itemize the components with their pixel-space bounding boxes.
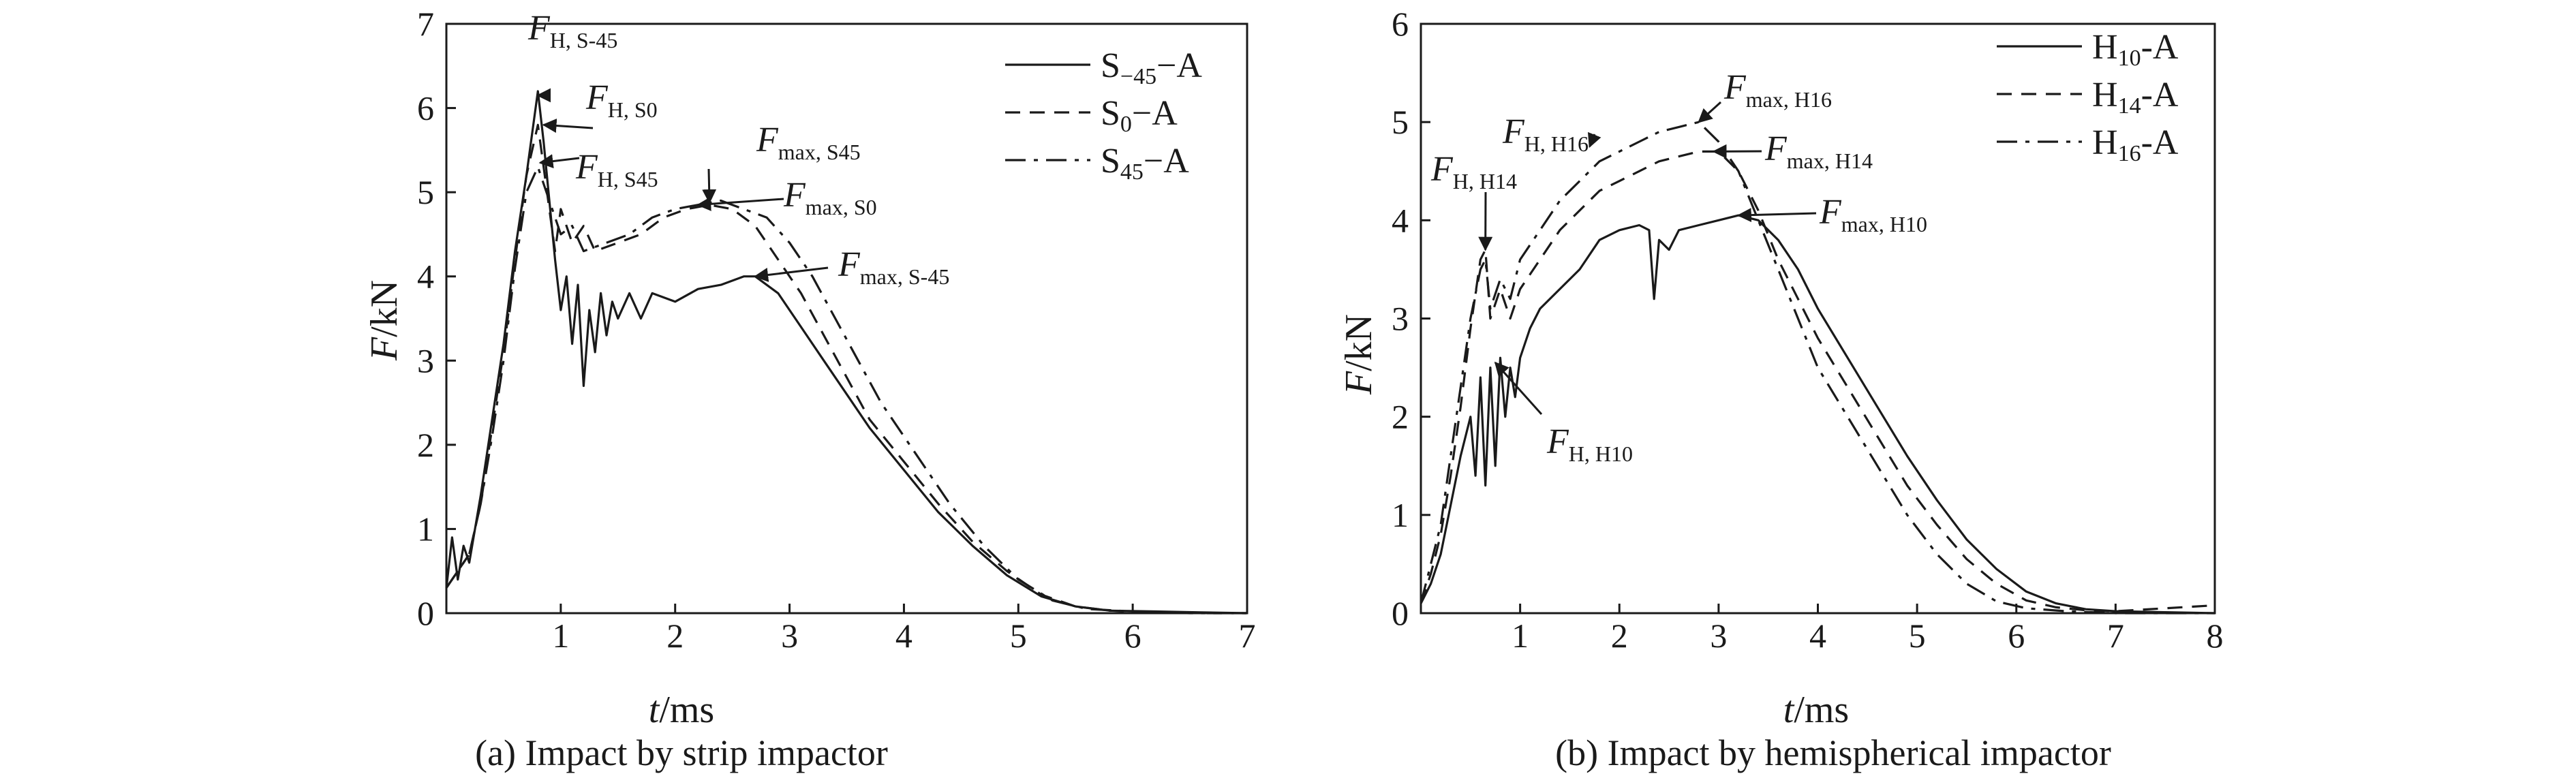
annotation-label-5: Fmax, H10	[1819, 193, 1927, 236]
annotation-label-4: Fmax, S45	[756, 121, 861, 164]
y-tick-label: 3	[417, 341, 434, 379]
legend-label-1: H10-A	[2092, 28, 2179, 71]
y-tick-label: 1	[417, 510, 434, 548]
x-tick-label: 2	[666, 617, 684, 655]
x-tick-label: 4	[1809, 617, 1826, 655]
annotation-label-5: Fmax, S0	[783, 176, 877, 219]
y-tick-label: 2	[1392, 398, 1409, 436]
y-tick-label: 0	[1392, 594, 1409, 632]
annotation-label-6: FH, H10	[1546, 422, 1633, 466]
x-tick-label: 6	[2008, 617, 2025, 655]
annotation-label-3: Fmax, H14	[1764, 129, 1873, 173]
y-tick-label: 2	[417, 426, 434, 464]
series-line-2	[445, 123, 1247, 615]
annotation-label-2: FH, S0	[585, 78, 658, 122]
x-tick-label: 5	[1909, 617, 1926, 655]
annotation-label-1: Fmax, H16	[1723, 68, 1832, 112]
legend-a: S−45−A S0−A S45−A	[1005, 46, 1202, 185]
y-tick-label: 7	[417, 5, 434, 43]
series-line-1	[1420, 214, 2215, 615]
legend-label-1: S−45−A	[1101, 46, 1202, 89]
annotation-arrow-6	[754, 266, 829, 282]
x-axis-label-b: t/ms	[1783, 689, 1849, 731]
annotation-arrow-6	[1494, 361, 1543, 416]
axes-frame	[445, 22, 1248, 615]
y-axis-label-b: F/kN	[1338, 314, 1380, 395]
annotation-arrow-5	[696, 196, 784, 211]
annotation-label-4: FH, H14	[1430, 150, 1517, 193]
annotation-label-6: Fmax, S-45	[838, 245, 949, 289]
y-tick-label: 3	[1392, 300, 1409, 338]
annotation-label-1: FH, S-45	[527, 9, 617, 52]
x-tick-label: 5	[1010, 617, 1027, 655]
x-tick-label: 1	[1512, 617, 1529, 655]
annotation-arrow-3	[538, 154, 580, 169]
x-tick-label: 4	[895, 617, 913, 655]
legend-label-2: S0−A	[1101, 94, 1178, 137]
legend-label-3: H16-A	[2092, 123, 2179, 166]
series-lines-b	[1420, 121, 2215, 615]
annotation-arrow-1	[1698, 101, 1722, 123]
x-tick-label: 7	[2107, 617, 2124, 655]
x-tick-label: 8	[2207, 617, 2224, 655]
y-tick-label: 6	[417, 89, 434, 127]
legend-label-2: H14-A	[2092, 76, 2179, 119]
axes-a	[445, 22, 1248, 615]
y-tick-label: 4	[417, 258, 434, 296]
y-axis-label-a: F/kN	[363, 280, 405, 361]
y-tick-label: 6	[1392, 5, 1409, 43]
series-line-3	[1420, 121, 2215, 615]
series-line-3	[445, 166, 1247, 615]
x-tick-label: 3	[781, 617, 798, 655]
legend-label-3: S45−A	[1101, 142, 1189, 185]
annotation-label-2: FH, H16	[1502, 112, 1589, 156]
series-line-2	[1420, 150, 2215, 612]
annotations-a: FH, S-45 FH, S0 FH, S45 Fmax, S45 Fmax, S0 Fm…	[527, 9, 949, 289]
x-tick-label: 1	[552, 617, 569, 655]
x-tick-label: 3	[1710, 617, 1727, 655]
tick-labels-a: 1 2 3 4 5 6 7 0 1 2 3 4 5 6 7	[417, 5, 1256, 655]
x-tick-label: 2	[1611, 617, 1628, 655]
tick-labels-b: 1 2 3 4 5 6 7 8 0 1 2 3 4 5 6	[1392, 5, 2224, 655]
x-tick-label: 6	[1124, 617, 1141, 655]
annotation-arrow-2	[542, 119, 594, 133]
y-tick-label: 0	[417, 594, 434, 632]
caption-a: (a) Impact by strip impactor	[475, 732, 888, 773]
y-tick-label: 5	[1392, 103, 1409, 141]
caption-b: (b) Impact by hemispherical impactor	[1555, 732, 2111, 773]
x-tick-label: 7	[1239, 617, 1256, 655]
annotations-b: Fmax, H16 FH, H16 Fmax, H14 FH, H14 Fmax, H1…	[1430, 68, 1927, 466]
annotation-arrow-5	[1736, 208, 1817, 223]
annotation-label-3: FH, S45	[575, 148, 658, 191]
y-tick-label: 4	[1392, 201, 1409, 239]
y-tick-label: 5	[417, 173, 434, 211]
x-axis-label-a: t/ms	[649, 689, 714, 731]
chart-panel-a: 1 2 3 4 5 6 7 0 1 2 3 4 5 6 7 FH, S-45 FH, S0 FH, S45 Fma…	[363, 5, 1256, 773]
annotation-arrow-2	[1587, 131, 1601, 149]
y-tick-label: 1	[1392, 496, 1409, 534]
